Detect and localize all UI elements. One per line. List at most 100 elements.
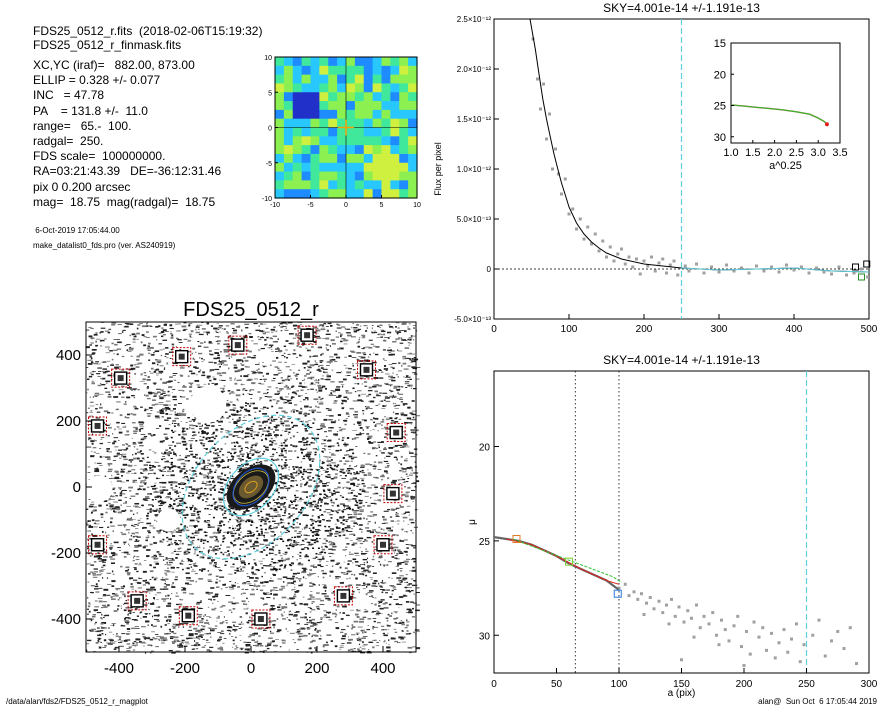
noise-grain — [97, 639, 100, 642]
noise-grain — [389, 453, 393, 455]
noise-grain — [195, 461, 198, 464]
noise-grain — [262, 604, 265, 606]
noise-grain — [143, 372, 147, 374]
noise-grain — [392, 327, 394, 329]
noise-grain — [345, 549, 347, 550]
noise-grain — [338, 534, 342, 537]
noise-grain — [88, 326, 92, 328]
noise-grain — [268, 552, 274, 554]
noise-grain — [219, 417, 225, 419]
noise-grain — [285, 452, 287, 454]
noise-grain — [338, 381, 344, 383]
noise-grain — [260, 597, 263, 599]
noise-grain — [91, 380, 94, 382]
noise-grain — [197, 637, 199, 639]
noise-grain — [182, 329, 186, 332]
noise-grain — [374, 417, 379, 420]
noise-grain — [322, 469, 327, 471]
noise-grain — [99, 464, 103, 466]
noise-grain — [267, 386, 272, 388]
heatmap-cell — [363, 101, 374, 111]
noise-grain — [396, 388, 400, 391]
noise-grain — [155, 562, 160, 565]
noise-grain — [400, 570, 403, 572]
noise-grain — [374, 467, 377, 470]
noise-grain — [328, 419, 333, 421]
noise-grain — [368, 590, 374, 592]
noise-grain — [305, 577, 307, 580]
noise-grain — [306, 447, 308, 450]
noise-grain — [238, 458, 243, 460]
noise-grain — [369, 463, 372, 466]
noise-grain — [321, 546, 323, 548]
noise-grain — [247, 621, 250, 624]
noise-grain — [403, 636, 406, 639]
noise-grain — [272, 619, 277, 622]
noise-grain — [198, 638, 201, 640]
noise-grain — [310, 591, 313, 592]
noise-grain — [259, 563, 263, 565]
noise-grain — [364, 609, 367, 611]
noise-grain — [407, 326, 410, 328]
noise-grain — [120, 605, 122, 607]
noise-grain — [168, 466, 173, 469]
noise-grain — [393, 618, 397, 620]
noise-grain — [247, 453, 252, 455]
noise-grain — [314, 534, 320, 537]
noise-grain — [102, 577, 104, 579]
noise-grain — [118, 636, 122, 638]
heatmap-cell — [354, 145, 365, 155]
noise-grain — [211, 436, 215, 438]
noise-grain — [142, 482, 147, 484]
noise-grain — [145, 498, 150, 499]
noise-grain — [193, 420, 195, 422]
noise-grain — [128, 543, 130, 546]
heatmap-cell — [301, 162, 312, 173]
noise-grain — [103, 520, 105, 522]
noise-grain — [325, 509, 331, 510]
noise-grain — [106, 642, 111, 644]
noise-grain — [253, 559, 256, 561]
noise-grain — [278, 392, 280, 394]
noise-grain — [216, 464, 221, 467]
noise-grain — [327, 599, 332, 601]
noise-grain — [324, 590, 327, 592]
noise-grain — [86, 649, 88, 652]
heatmap-cell — [275, 127, 285, 137]
heatmap-cell — [399, 162, 409, 173]
noise-grain — [252, 371, 257, 374]
noise-grain — [209, 546, 212, 548]
noise-grain — [165, 438, 168, 440]
noise-grain — [197, 496, 201, 499]
noise-grain — [156, 411, 162, 413]
noise-grain — [297, 553, 299, 555]
noise-grain — [343, 561, 346, 563]
noise-grain — [340, 333, 343, 336]
noise-grain — [325, 408, 330, 410]
noise-grain — [237, 471, 241, 473]
noise-grain — [398, 636, 403, 639]
noise-grain — [192, 347, 196, 350]
noise-grain — [114, 477, 120, 480]
noise-grain — [100, 345, 102, 347]
noise-grain — [108, 328, 112, 330]
noise-grain — [401, 580, 403, 583]
noise-grain — [127, 470, 132, 472]
noise-grain — [237, 410, 241, 413]
noise-grain — [90, 619, 93, 622]
noise-grain — [406, 630, 409, 632]
noise-grain — [329, 532, 333, 535]
heatmap-cell — [337, 153, 347, 164]
noise-grain — [109, 504, 115, 506]
noise-grain — [258, 362, 260, 364]
noise-grain — [409, 358, 412, 361]
noise-grain — [201, 328, 206, 330]
noise-grain — [118, 499, 122, 502]
noise-grain — [375, 405, 379, 406]
noise-grain — [306, 627, 311, 629]
noise-grain — [312, 583, 315, 586]
noise-grain — [235, 516, 239, 518]
noise-grain — [270, 420, 276, 422]
noise-grain — [402, 376, 406, 378]
noise-grain — [150, 650, 154, 652]
